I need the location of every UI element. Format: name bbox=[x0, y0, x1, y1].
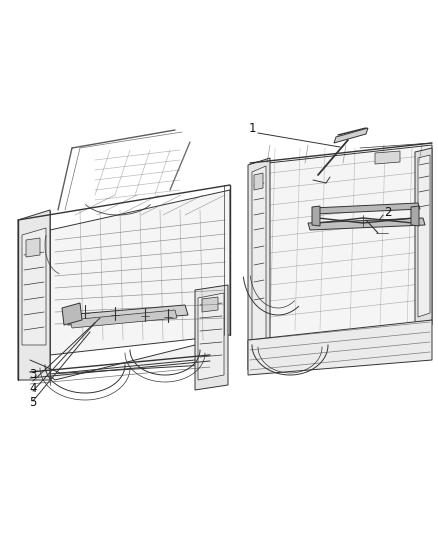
Text: 3: 3 bbox=[29, 368, 37, 382]
Text: 2: 2 bbox=[384, 206, 392, 220]
Polygon shape bbox=[62, 303, 82, 325]
Polygon shape bbox=[70, 310, 177, 328]
Polygon shape bbox=[65, 305, 188, 325]
Polygon shape bbox=[312, 206, 320, 226]
Polygon shape bbox=[198, 293, 224, 380]
Polygon shape bbox=[254, 173, 263, 190]
Polygon shape bbox=[313, 203, 420, 214]
Polygon shape bbox=[418, 155, 430, 317]
Polygon shape bbox=[308, 218, 425, 230]
Polygon shape bbox=[26, 238, 40, 257]
Polygon shape bbox=[415, 148, 432, 325]
Polygon shape bbox=[411, 206, 419, 226]
Polygon shape bbox=[195, 285, 228, 390]
Polygon shape bbox=[18, 210, 50, 380]
Polygon shape bbox=[22, 228, 46, 345]
Polygon shape bbox=[334, 128, 368, 143]
Polygon shape bbox=[375, 151, 400, 164]
Text: 1: 1 bbox=[248, 122, 256, 134]
Polygon shape bbox=[30, 340, 215, 380]
Polygon shape bbox=[250, 145, 432, 340]
Polygon shape bbox=[248, 158, 270, 370]
Polygon shape bbox=[248, 320, 432, 375]
Text: 4: 4 bbox=[29, 383, 37, 395]
Polygon shape bbox=[50, 190, 230, 355]
Polygon shape bbox=[202, 297, 218, 312]
Polygon shape bbox=[252, 166, 266, 348]
Text: 5: 5 bbox=[29, 397, 37, 409]
